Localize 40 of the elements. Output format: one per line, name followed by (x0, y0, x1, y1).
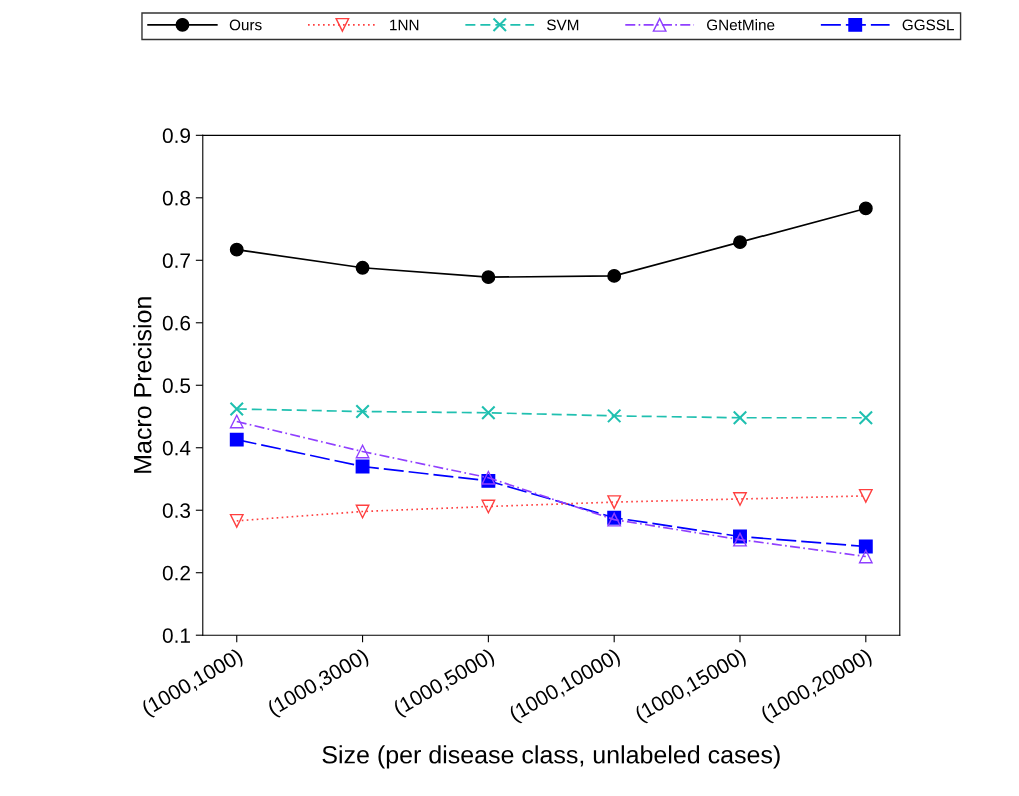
point (355, 504, 370, 519)
point (732, 410, 748, 426)
x-axis-title: Size (per disease class, unlabeled cases) (322, 745, 780, 769)
point (229, 432, 244, 447)
point (355, 444, 370, 459)
point (858, 410, 874, 426)
point (733, 492, 747, 506)
y-tick-label: 0.6 (162, 315, 191, 331)
point (481, 270, 496, 285)
y-tick-label: 0.9 (162, 128, 190, 144)
point (229, 513, 244, 528)
point (606, 408, 622, 424)
point (481, 499, 496, 514)
point (229, 414, 244, 429)
point (229, 401, 245, 417)
y-tick-label: 0.1 (162, 628, 190, 643)
y-tick-label: 0.7 (162, 253, 190, 269)
legend-label: GNetMine (707, 19, 775, 31)
point (858, 488, 873, 503)
y-tick-label: 0.5 (162, 378, 191, 394)
point (858, 549, 873, 564)
point (607, 268, 622, 283)
point (481, 405, 496, 421)
point (733, 235, 747, 250)
y-tick-label: 0.3 (162, 503, 191, 518)
point (355, 404, 370, 419)
legend-label: Ours (229, 19, 262, 31)
point (229, 242, 244, 257)
point (858, 201, 873, 216)
legend-label: 1NN (390, 19, 419, 31)
y-axis-title: Macro Precision (133, 297, 152, 473)
point (355, 260, 370, 275)
y-tick-label: 0.4 (162, 440, 191, 456)
point (607, 495, 622, 510)
y-tick-label: 0.8 (162, 190, 191, 206)
y-tick-label: 0.2 (162, 565, 190, 581)
point (858, 539, 873, 554)
legend-label: SVM (547, 19, 579, 31)
point (355, 459, 370, 474)
legend-label: GGSSL (902, 19, 954, 31)
